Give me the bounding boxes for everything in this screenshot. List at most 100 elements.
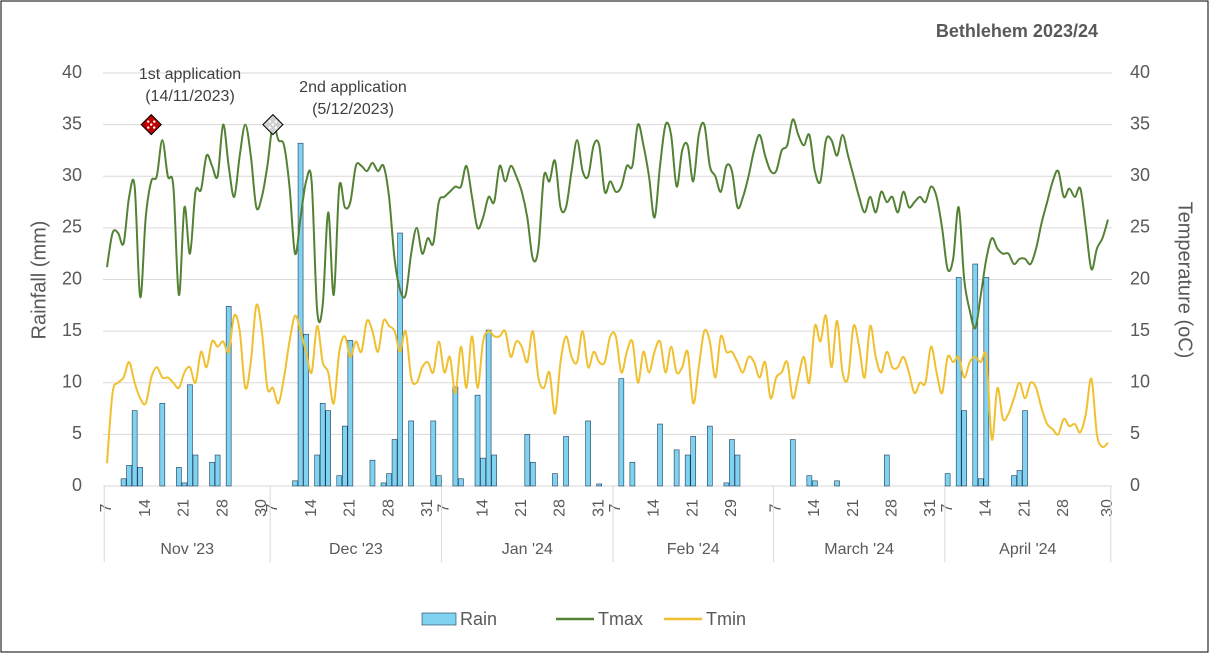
- marker-dot: [153, 126, 156, 129]
- bar: [292, 480, 298, 487]
- bar: [684, 454, 691, 487]
- legend-swatch: [421, 612, 457, 626]
- bar: [126, 465, 132, 487]
- marker-dot: [268, 126, 272, 129]
- bar: [563, 436, 569, 487]
- bar: [380, 482, 387, 487]
- x-tick-label: 7: [264, 503, 281, 512]
- x-tick-label: 28: [884, 499, 901, 517]
- bar: [214, 454, 221, 487]
- bar: [408, 420, 414, 487]
- marker-dot: [147, 126, 150, 129]
- y2-tick-label: 20: [1130, 268, 1150, 288]
- bar: [524, 434, 531, 487]
- x-tick-label: 7: [98, 503, 115, 512]
- chart-title: Bethlehem 2023/24: [936, 21, 1098, 41]
- bar: [342, 425, 348, 487]
- x-tick-label: 28: [214, 499, 231, 517]
- bar: [657, 423, 663, 487]
- bar: [159, 403, 166, 487]
- marker-dot: [268, 120, 272, 123]
- x-tick-label: 31: [922, 499, 939, 517]
- x-tick-label: 28: [380, 499, 397, 517]
- bar: [336, 475, 343, 487]
- group-label: April '24: [999, 541, 1056, 558]
- x-tick-label: 14: [806, 499, 823, 517]
- y-tick-label: 35: [62, 113, 82, 133]
- x-tick-label: 21: [1016, 499, 1033, 517]
- y-tick-label: 30: [62, 165, 82, 185]
- legend-label: Tmax: [598, 609, 643, 629]
- y-tick-label: 10: [62, 372, 82, 392]
- x-tick-label: 14: [303, 499, 320, 517]
- line: [106, 303, 1109, 464]
- bar: [386, 473, 392, 487]
- y-axis-label: Rainfall (mm): [28, 221, 50, 340]
- x-tick-label: 30: [253, 499, 270, 517]
- bar: [485, 329, 492, 487]
- x-tick-label: 28: [552, 499, 569, 517]
- bar: [391, 439, 398, 487]
- bar: [552, 473, 558, 487]
- group-label: Dec '23: [329, 541, 383, 558]
- bar: [806, 475, 813, 487]
- y2-tick-label: 25: [1130, 217, 1150, 237]
- annotation-date: (5/12/2023): [312, 101, 394, 118]
- y2-tick-label: 30: [1130, 165, 1150, 185]
- y2-tick-label: 15: [1130, 320, 1150, 340]
- bar: [192, 454, 199, 487]
- bar: [491, 454, 497, 487]
- bar: [729, 439, 735, 487]
- bar: [297, 142, 304, 487]
- bar: [176, 467, 182, 487]
- x-tick-label: 21: [684, 499, 701, 517]
- group-label: Jan '24: [502, 541, 553, 558]
- marker-dot: [147, 120, 150, 123]
- bar: [181, 482, 188, 487]
- bar: [834, 480, 840, 487]
- annotation-text: 2nd application: [299, 79, 407, 96]
- bar: [319, 403, 326, 487]
- marker-dot: [153, 120, 156, 123]
- bar: [187, 384, 193, 487]
- bar: [944, 473, 951, 487]
- bar: [452, 386, 459, 487]
- bar: [596, 483, 603, 487]
- group-label: Nov '23: [160, 541, 214, 558]
- y2-tick-label: 40: [1130, 62, 1150, 82]
- bar: [474, 394, 481, 487]
- bar: [789, 439, 796, 487]
- bar: [480, 457, 486, 487]
- bar: [723, 482, 730, 487]
- x-tick-label: 31: [419, 499, 436, 517]
- bar: [1016, 470, 1023, 487]
- x-tick-label: 28: [1055, 499, 1072, 517]
- bar: [325, 410, 332, 487]
- y-tick-label: 15: [62, 320, 82, 340]
- y-tick-label: 25: [62, 217, 82, 237]
- bar: [430, 420, 437, 487]
- x-tick-label: 31: [590, 499, 607, 517]
- y2-tick-label: 0: [1130, 475, 1140, 495]
- bar: [673, 449, 680, 487]
- bar: [883, 454, 890, 487]
- bar: [369, 459, 376, 487]
- y-tick-label: 20: [62, 268, 82, 288]
- bar: [978, 478, 984, 487]
- bar: [961, 410, 968, 487]
- y2-tick-label: 35: [1130, 113, 1150, 133]
- x-tick-label: 30: [1099, 499, 1116, 517]
- group-label: Feb '24: [667, 541, 720, 558]
- annotation-date: (14/11/2023): [145, 88, 235, 105]
- bar: [629, 461, 636, 487]
- x-tick-label: 21: [845, 499, 862, 517]
- marker-dot: [271, 123, 275, 126]
- bar: [972, 263, 979, 487]
- bar: [707, 425, 713, 487]
- legend-label: Rain: [460, 609, 497, 629]
- y2-tick-label: 10: [1130, 372, 1150, 392]
- line: [106, 118, 1109, 330]
- x-tick-label: 29: [723, 499, 740, 517]
- group-label: March '24: [824, 541, 894, 558]
- y2-tick-label: 5: [1130, 423, 1140, 443]
